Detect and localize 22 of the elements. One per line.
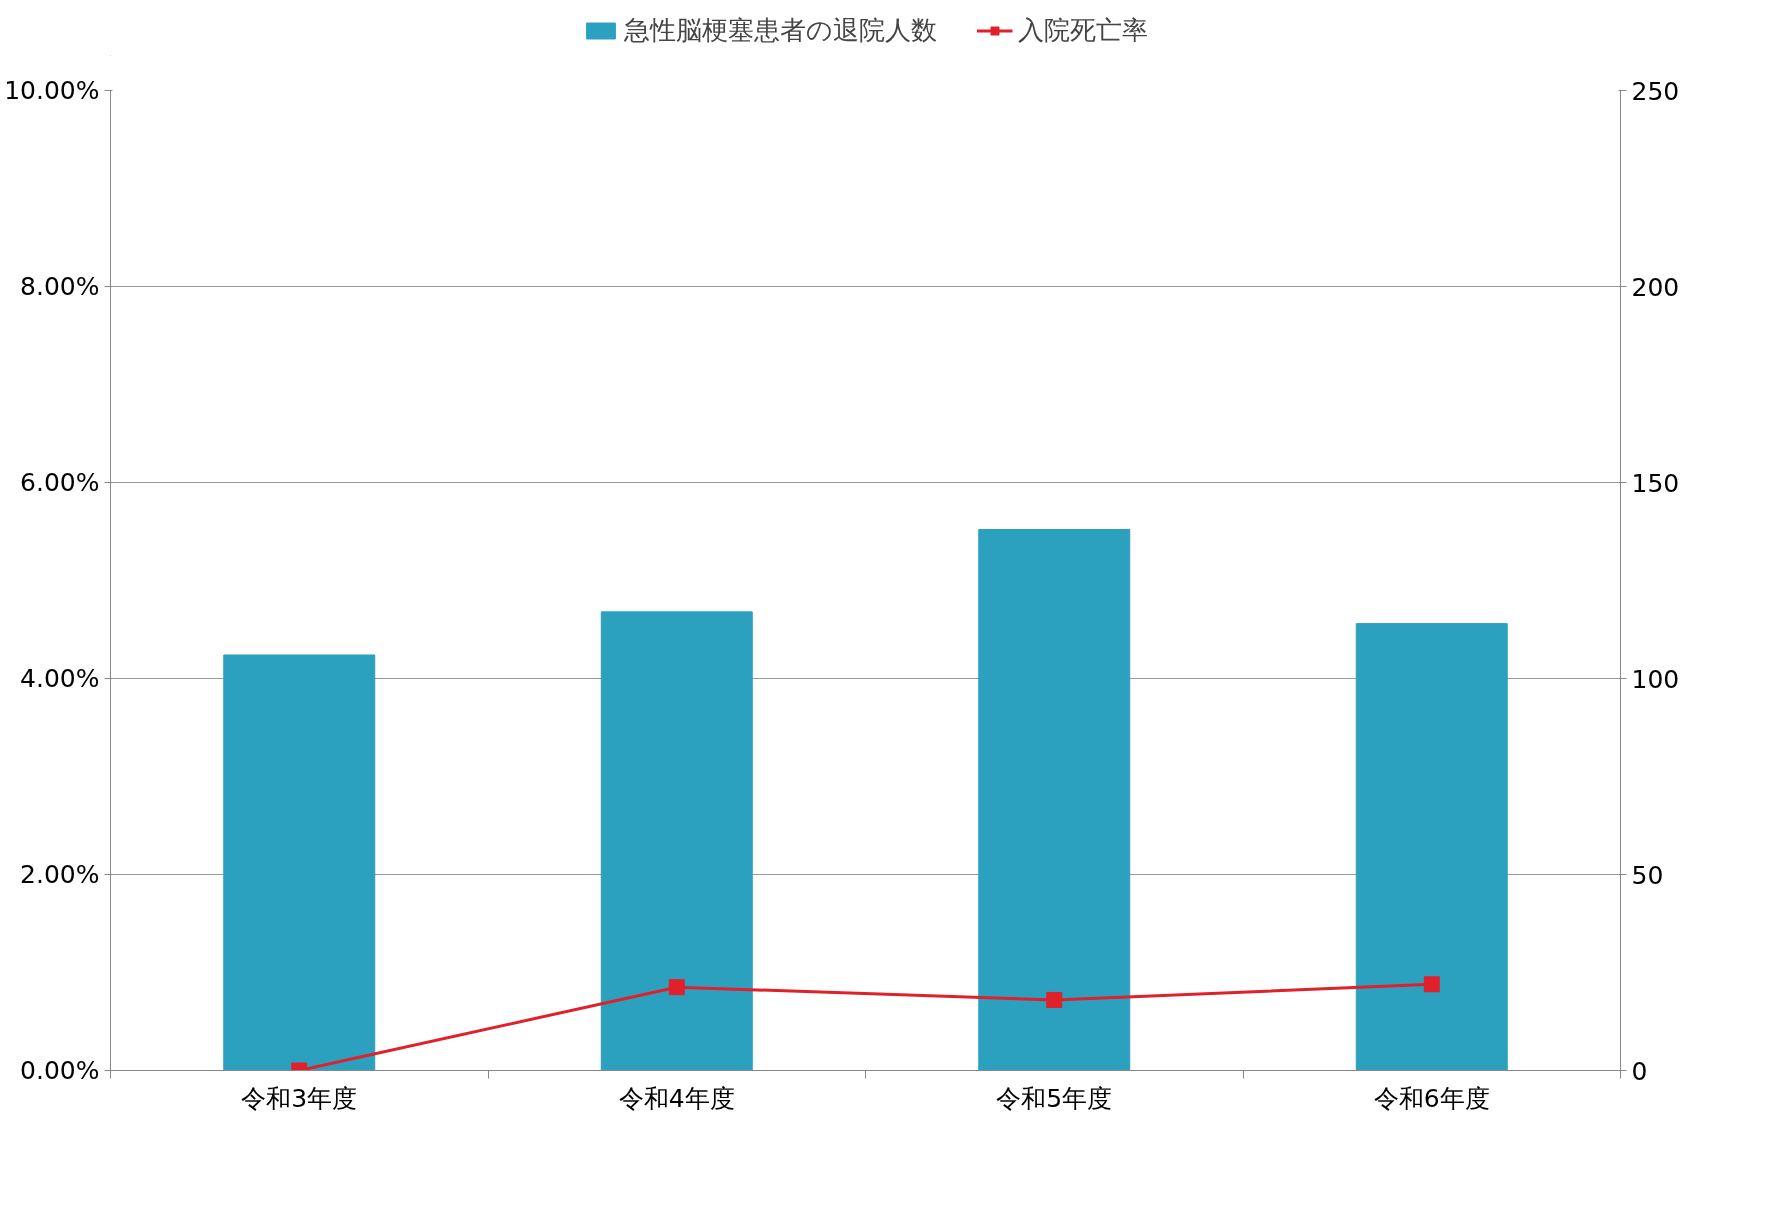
x-tick-label: 令和4年度 xyxy=(618,1083,735,1113)
legend-label: 入院死亡率 xyxy=(1017,13,1148,47)
y2-tick-label: 0 xyxy=(1631,1056,1648,1086)
y-tick-label: 8.00% xyxy=(20,272,100,301)
bar xyxy=(978,529,1131,1071)
x-tick-label: 令和6年度 xyxy=(1373,1083,1490,1113)
legend-label: 急性脳梗塞患者の退院人数 xyxy=(623,13,937,47)
y2-tick-label: 200 xyxy=(1631,272,1680,302)
y-tick-label: 6.00% xyxy=(20,468,100,497)
y-tick-label: 0.00% xyxy=(20,1056,100,1085)
y2-tick-label: 50 xyxy=(1631,860,1664,890)
x-tick-label: 令和3年度 xyxy=(241,1083,358,1113)
y2-tick-label: 250 xyxy=(1631,76,1680,106)
y-tick-label: 10.00% xyxy=(4,76,100,105)
y-tick-label: 4.00% xyxy=(20,664,100,693)
y-tick-label: 2.00% xyxy=(20,860,100,889)
x-tick-label: 令和5年度 xyxy=(996,1083,1113,1113)
bar xyxy=(600,611,753,1071)
y2-tick-label: 100 xyxy=(1631,664,1680,694)
bar xyxy=(1355,623,1508,1071)
y2-tick-label: 150 xyxy=(1631,468,1680,498)
bar xyxy=(223,654,376,1071)
